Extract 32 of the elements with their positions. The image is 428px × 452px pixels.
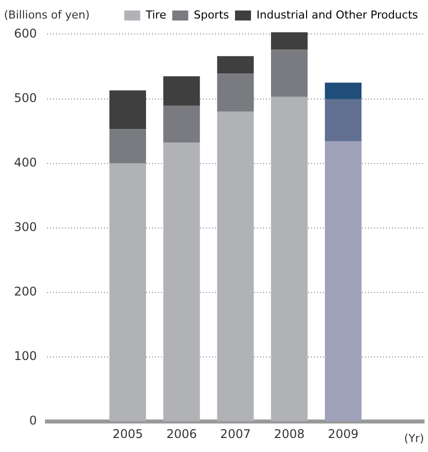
bar <box>163 142 200 422</box>
legend-label: Sports <box>194 8 230 22</box>
y-axis-title: (Billions of yen) <box>4 8 90 22</box>
x-tick-label: 2005 <box>112 426 143 441</box>
bar <box>217 112 254 422</box>
x-axis-title: (Yr) <box>404 432 424 445</box>
legend-label: Tire <box>144 8 166 22</box>
x-tick-label: 2007 <box>220 426 251 441</box>
y-tick-label: 100 <box>14 349 37 364</box>
y-tick-label: 400 <box>14 155 37 170</box>
bar <box>324 99 362 142</box>
x-tick-label: 2006 <box>166 426 197 441</box>
bar <box>109 163 146 422</box>
y-tick-label: 0 <box>29 414 37 428</box>
y-tick-label: 300 <box>14 220 37 234</box>
bar <box>109 129 146 164</box>
bar <box>163 76 200 106</box>
bar <box>217 74 254 112</box>
y-tick-label: 600 <box>14 26 37 40</box>
bar <box>324 141 362 422</box>
bar <box>271 96 308 422</box>
bar <box>163 106 200 143</box>
y-tick-label: 200 <box>14 284 37 299</box>
bar <box>271 50 308 97</box>
bar <box>324 82 362 100</box>
y-tick-label: 500 <box>14 90 37 105</box>
x-tick-label: 2009 <box>328 426 358 441</box>
legend-label: Industrial and Other Products <box>256 8 418 22</box>
bar <box>217 56 254 74</box>
x-tick-label: 2008 <box>274 426 305 441</box>
bar <box>271 32 308 50</box>
bar <box>109 90 146 130</box>
